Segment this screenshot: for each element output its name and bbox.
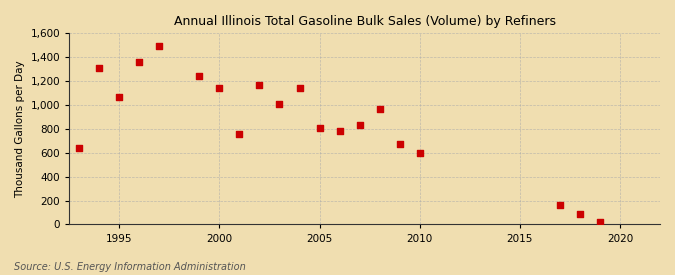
Point	[254, 82, 265, 87]
Point	[134, 60, 144, 64]
Text: Source: U.S. Energy Information Administration: Source: U.S. Energy Information Administ…	[14, 262, 245, 272]
Point	[94, 66, 105, 70]
Point	[294, 86, 305, 90]
Point	[595, 220, 605, 224]
Y-axis label: Thousand Gallons per Day: Thousand Gallons per Day	[15, 60, 25, 198]
Point	[574, 211, 585, 216]
Point	[74, 146, 84, 150]
Point	[314, 126, 325, 131]
Point	[374, 106, 385, 111]
Point	[414, 151, 425, 155]
Title: Annual Illinois Total Gasoline Bulk Sales (Volume) by Refiners: Annual Illinois Total Gasoline Bulk Sale…	[173, 15, 556, 28]
Point	[334, 128, 345, 133]
Point	[234, 131, 245, 136]
Point	[214, 86, 225, 90]
Point	[154, 44, 165, 49]
Point	[394, 142, 405, 146]
Point	[554, 203, 565, 208]
Point	[354, 123, 365, 127]
Point	[274, 102, 285, 106]
Point	[194, 74, 205, 79]
Point	[114, 95, 125, 100]
